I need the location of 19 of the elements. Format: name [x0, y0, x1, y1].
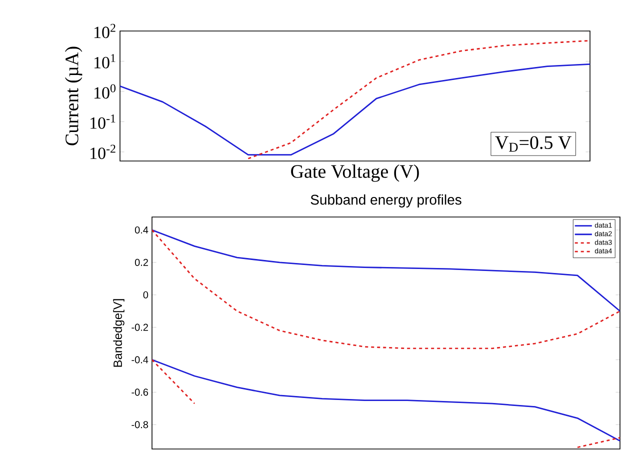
- y-tick-label: 0: [143, 291, 148, 298]
- y-tick-label: -0.4: [132, 356, 148, 364]
- y-tick-label: 10$^{-2}$: [90, 144, 116, 160]
- x-axis-title: Gate Voltage (V): [291, 164, 419, 182]
- y-tick-label: -0.2: [132, 324, 148, 331]
- annotation: V$_{D}$=0.5 V: [495, 136, 572, 152]
- y-tick-label: -0.6: [132, 388, 148, 396]
- y-tick-label: -0.8: [132, 421, 148, 428]
- y-tick-label: 10$^{2}$: [94, 24, 116, 38]
- y-tick-label: 0.4: [134, 226, 148, 234]
- line-series: [120, 63, 590, 156]
- y-tick-label: 0.2: [134, 258, 148, 266]
- y-tick-label: 10$^{1}$: [94, 54, 116, 68]
- line-series: [247, 40, 590, 160]
- y-tick-label: 10$^{0}$: [94, 84, 116, 99]
- y-tick-label: 10$^{-1}$: [90, 114, 116, 129]
- y-axis-title: Current (µA): [64, 46, 82, 146]
- chart-title: Subband energy profiles: [310, 194, 462, 208]
- y-axis-title: Bandedge[V]: [113, 299, 124, 367]
